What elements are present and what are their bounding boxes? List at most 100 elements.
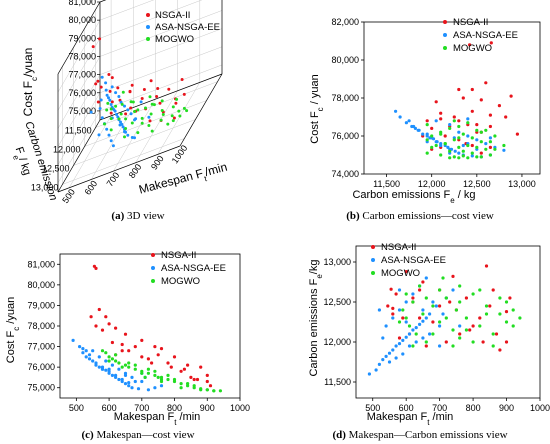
data-point — [488, 304, 492, 308]
panel-carbon-cost-view: 11,500 12,000 12,500 13,000 74,000 76,000 78,0… — [309, 17, 541, 222]
grid-line — [84, 100, 207, 147]
y-tick-label: 78,000 — [331, 93, 359, 103]
grid-line — [99, 0, 155, 21]
data-point — [118, 123, 122, 127]
data-point — [488, 140, 492, 144]
data-point — [182, 367, 186, 371]
z-tick-label: 81,000 — [68, 0, 96, 7]
x-tick-label: 700 — [134, 403, 149, 413]
x-tick-label: 500 — [60, 187, 77, 205]
data-point — [110, 363, 114, 367]
data-point — [367, 372, 371, 376]
grid-line — [57, 110, 101, 184]
data-point — [110, 340, 114, 345]
data-point — [81, 351, 85, 355]
data-point — [116, 86, 120, 90]
box-edge — [57, 1, 101, 75]
y-tick-label: 75,000 — [27, 383, 55, 393]
data-point — [94, 266, 98, 270]
data-point — [397, 342, 402, 346]
data-point — [127, 384, 131, 388]
data-point — [148, 95, 152, 99]
data-point — [166, 361, 170, 365]
data-point — [192, 377, 196, 382]
data-point — [149, 112, 153, 116]
data-point — [425, 123, 429, 127]
data-point — [466, 121, 470, 125]
data-point — [431, 300, 435, 304]
data-point — [113, 109, 117, 113]
data-point — [404, 335, 408, 339]
data-point — [166, 122, 170, 126]
data-point — [159, 384, 164, 388]
legend-label: NSGA-II — [155, 10, 190, 21]
x-tick-label: 900 — [499, 403, 514, 413]
data-point — [130, 121, 134, 125]
data-point — [167, 87, 171, 91]
data-point — [84, 349, 88, 353]
data-point — [401, 352, 405, 356]
data-point — [114, 359, 118, 363]
data-point — [421, 132, 425, 136]
data-point — [425, 138, 429, 142]
data-point — [159, 377, 164, 382]
data-point — [484, 312, 489, 316]
data-point — [84, 355, 88, 359]
y-tick-label: 76,000 — [331, 131, 359, 141]
data-point — [129, 106, 133, 110]
x-tick-label: 800 — [466, 403, 481, 413]
data-point — [136, 108, 140, 112]
y-tick-label: 12,500 — [323, 297, 351, 307]
data-point — [136, 131, 140, 135]
axes-3d: 75,000 76,000 77,000 78,000 79,000 80,000 81,0… — [31, 0, 223, 205]
data-point — [91, 45, 95, 49]
data-point — [158, 101, 162, 105]
data-point — [457, 151, 461, 155]
data-point — [91, 359, 95, 363]
data-point — [159, 347, 164, 351]
data-point — [106, 101, 110, 105]
data-point — [195, 377, 200, 382]
data-point — [481, 340, 485, 344]
points-makespan-cost — [71, 264, 222, 393]
x-tick-label: 600 — [102, 403, 117, 413]
data-point — [174, 101, 178, 105]
axes-carbon-cost: 11,500 12,000 12,500 13,000 74,000 76,000 78,0… — [331, 17, 541, 189]
data-point — [457, 119, 461, 123]
data-point — [464, 296, 468, 300]
data-point — [425, 132, 429, 136]
data-point — [397, 320, 402, 324]
data-point — [97, 365, 101, 369]
data-point — [120, 102, 124, 106]
caption-a: (a) 3D view — [111, 210, 164, 222]
data-point — [120, 365, 124, 369]
data-point — [205, 373, 209, 377]
data-point — [434, 119, 438, 123]
x-tick-label: 1000 — [170, 143, 190, 165]
data-point — [484, 142, 488, 146]
y-tick-label: 11,500 — [65, 126, 92, 136]
data-point — [124, 127, 128, 130]
data-point — [457, 136, 461, 140]
grid-line — [57, 56, 101, 129]
data-point — [105, 108, 109, 112]
data-point — [508, 296, 512, 300]
data-point — [171, 105, 175, 109]
data-point — [479, 130, 483, 134]
data-point — [110, 76, 114, 80]
data-point — [208, 384, 213, 388]
data-point — [96, 79, 100, 83]
data-point — [133, 363, 137, 367]
data-point — [178, 114, 182, 118]
z-tick-label: 77,000 — [68, 70, 96, 80]
data-point — [153, 369, 157, 373]
data-point — [491, 332, 495, 336]
grid-line — [95, 81, 218, 128]
data-point — [107, 322, 111, 326]
legend-marker — [151, 266, 155, 270]
data-point — [133, 110, 136, 113]
grid-line — [113, 98, 156, 172]
legend-marker — [146, 37, 150, 41]
data-point — [374, 368, 378, 372]
